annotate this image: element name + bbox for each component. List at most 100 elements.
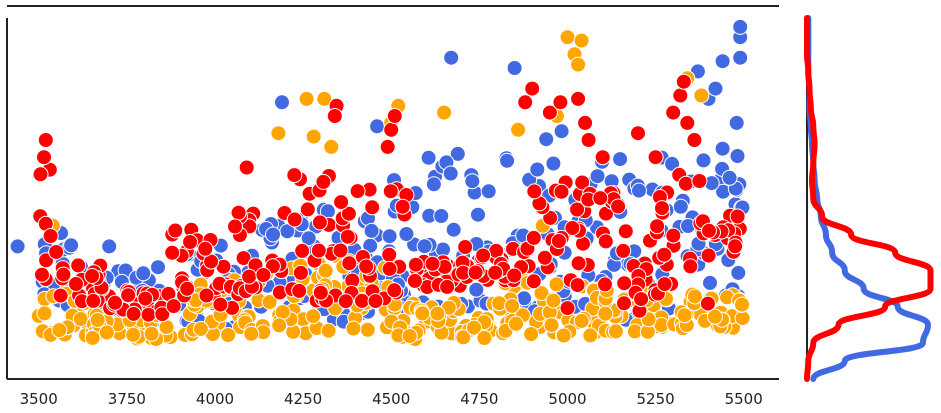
scatter-point xyxy=(594,149,611,166)
scatter-point xyxy=(98,324,115,341)
scatter-point xyxy=(425,176,442,193)
scatter-point xyxy=(577,114,594,131)
scatter-axes xyxy=(6,5,779,380)
scatter-point xyxy=(700,247,717,264)
scatter-point xyxy=(345,320,362,337)
scatter-point xyxy=(416,238,433,255)
x-axis-ticks: 3500 3750 4000 4250 4500 4750 5000 5250 5500 xyxy=(20,390,763,408)
scatter-point xyxy=(526,183,543,200)
scatter-point xyxy=(68,276,84,292)
scatter-point xyxy=(364,199,381,216)
scatter-point xyxy=(274,94,290,111)
scatter-point xyxy=(42,228,59,244)
scatter-point xyxy=(286,211,303,228)
scatter-point xyxy=(676,307,693,324)
scatter-point xyxy=(672,198,689,215)
x-tick-label: 4250 xyxy=(284,390,322,408)
scatter-point xyxy=(316,90,333,107)
scatter-point xyxy=(135,265,152,282)
scatter-point xyxy=(220,327,237,343)
scatter-point xyxy=(198,287,215,304)
scatter-point xyxy=(197,240,214,257)
scatter-points xyxy=(9,18,751,347)
scatter-point xyxy=(55,266,72,283)
scatter-point xyxy=(693,87,710,104)
scatter-point xyxy=(238,159,255,176)
scatter-point xyxy=(326,108,343,124)
scatter-point xyxy=(675,73,692,90)
scatter-point xyxy=(570,255,587,272)
scatter-point xyxy=(597,276,613,293)
scatter-point xyxy=(714,140,731,157)
scatter-point xyxy=(445,221,462,238)
scatter-point xyxy=(34,266,50,283)
scatter-point xyxy=(406,272,423,289)
scatter-point xyxy=(654,200,670,217)
scatter-point xyxy=(580,132,597,148)
scatter-point xyxy=(592,190,609,207)
scatter-point xyxy=(570,90,587,107)
scatter-point xyxy=(125,326,142,343)
scatter-point xyxy=(424,255,441,272)
scatter-point xyxy=(436,104,453,121)
scatter-point xyxy=(212,296,229,313)
scatter-point xyxy=(442,165,459,182)
scatter-point xyxy=(164,244,181,261)
scatter-point xyxy=(311,214,328,231)
scatter-point xyxy=(506,60,523,76)
scatter-point xyxy=(107,294,123,311)
scatter-point xyxy=(536,249,553,266)
x-tick-label: 4750 xyxy=(460,390,498,408)
scatter-point xyxy=(665,104,682,121)
scatter-point xyxy=(550,233,567,249)
x-tick-label: 4500 xyxy=(372,390,410,408)
scatter-point xyxy=(475,247,492,264)
scatter-point xyxy=(320,322,337,339)
scatter-point xyxy=(552,94,569,111)
scatter-point xyxy=(510,121,527,138)
scatter-point xyxy=(449,145,466,162)
scatter-point xyxy=(154,306,171,323)
scatter-point xyxy=(559,29,576,46)
scatter-point xyxy=(615,242,632,259)
scatter-point xyxy=(265,226,281,243)
x-tick-label: 5000 xyxy=(548,390,586,408)
scatter-point xyxy=(192,320,209,337)
scatter-point xyxy=(369,118,386,135)
scatter-point xyxy=(699,295,716,312)
density-curve xyxy=(804,15,934,382)
scatter-point xyxy=(548,276,565,293)
scatter-point xyxy=(487,264,504,281)
scatter-point xyxy=(312,284,329,301)
scatter-point xyxy=(358,258,375,275)
scatter-point xyxy=(617,223,634,240)
scatter-point xyxy=(340,205,357,222)
x-tick-label: 5500 xyxy=(725,390,763,408)
scatter-point xyxy=(616,275,633,292)
scatter-point xyxy=(691,173,708,189)
scatter-point xyxy=(270,125,287,142)
scatter-point xyxy=(597,305,614,322)
density-panel xyxy=(804,15,934,382)
scatter-point xyxy=(707,308,723,325)
scatter-point xyxy=(533,285,550,302)
scatter-point xyxy=(150,259,166,276)
scatter-point xyxy=(305,308,322,325)
scatter-point xyxy=(439,278,456,295)
scatter-point xyxy=(420,149,437,166)
scatter-point xyxy=(464,173,481,190)
scatter-point xyxy=(414,305,431,322)
scatter-point xyxy=(721,169,738,186)
scatter-point xyxy=(686,132,703,148)
scatter-point xyxy=(51,322,68,339)
scatter-point xyxy=(542,209,559,226)
scatter-point xyxy=(506,267,523,284)
scatter-point xyxy=(84,329,101,346)
scatter-point xyxy=(70,257,87,274)
scatter-point xyxy=(468,281,485,298)
scatter-point xyxy=(466,319,482,336)
scatter-point xyxy=(480,183,497,200)
scatter-point xyxy=(255,267,272,283)
scatter-point xyxy=(339,228,356,245)
